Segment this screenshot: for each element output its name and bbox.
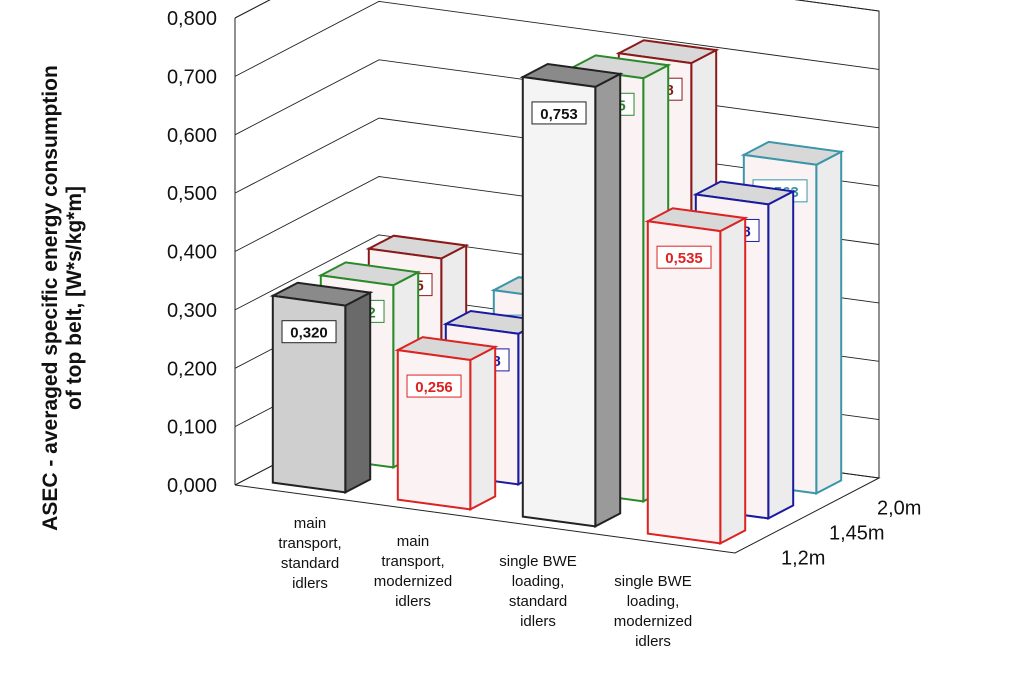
depth-label: 1,2m — [781, 548, 825, 570]
x-category-label-line: idlers — [292, 575, 328, 592]
y-tick-label: 0,600 — [167, 125, 217, 147]
x-category-label: main transport, standard idlers — [278, 515, 341, 592]
y-tick-label: 0,400 — [167, 242, 217, 264]
data-label: 0,753 — [540, 106, 578, 123]
bar: 0,320 — [269, 281, 374, 495]
x-category-label: single BWE loading, modernized idlers — [614, 573, 692, 650]
x-category-label: single BWE loading, standard idlers — [499, 553, 577, 630]
y-tick-label: 0,500 — [167, 183, 217, 205]
y-tick-labels: 0,000 0,100 0,200 0,300 0,400 0,500 0,600 0,700… — [167, 8, 217, 497]
x-category-label-line: main — [397, 533, 430, 550]
x-category-label-line: modernized — [614, 613, 692, 630]
x-category-label-line: standard — [509, 593, 567, 610]
depth-label: 1,45m — [829, 523, 885, 545]
bar-front-face — [271, 294, 347, 494]
x-category-label-line: idlers — [520, 613, 556, 630]
bar-side-face — [594, 72, 622, 529]
y-tick-label: 0,100 — [167, 417, 217, 439]
data-label: 0,320 — [290, 325, 328, 342]
bar-front-face — [396, 348, 472, 511]
x-category-label-line: standard — [281, 555, 339, 572]
data-label: 0,535 — [665, 250, 703, 267]
y-axis-title-wrap: ASEC - averaged specific energy consumpt… — [18, 8, 108, 588]
y-tick-label: 0,800 — [167, 8, 217, 30]
y-axis-title-line-1: ASEC - averaged specific energy consumpt… — [39, 65, 62, 531]
x-category-label-line: single BWE — [614, 573, 692, 590]
bar: 0,256 — [394, 336, 499, 512]
data-label: 0,256 — [415, 379, 453, 396]
bar: 0,535 — [644, 207, 749, 546]
gridline — [234, 0, 880, 19]
x-category-label-line: loading, — [627, 593, 680, 610]
data-label-box — [531, 101, 587, 125]
x-category-labels: main transport, standard idlers main transpor… — [278, 515, 692, 650]
x-category-label-line: transport, — [278, 535, 341, 552]
bar-front-face — [521, 75, 597, 528]
bar-side-face — [815, 150, 843, 496]
x-category-label-line: idlers — [395, 593, 431, 610]
bar-side-face — [767, 189, 795, 521]
depth-labels: 1,2m1,45m 2,0m — [781, 498, 921, 570]
y-tick-label: 0,300 — [167, 300, 217, 322]
y-tick-label: 0,200 — [167, 358, 217, 380]
data-label-box — [406, 374, 462, 398]
y-axis-title-line-2: of top belt, [W*s/kg*m] — [63, 186, 86, 410]
x-category-label-line: idlers — [635, 633, 671, 650]
gridline — [234, 0, 880, 77]
x-category-label-line: loading, — [512, 573, 565, 590]
bar-side-face — [344, 290, 372, 495]
x-category-label: main transport, modernized idlers — [374, 533, 452, 610]
x-category-label-line: modernized — [374, 573, 452, 590]
x-category-label-line: transport, — [381, 553, 444, 570]
x-category-label-line: main — [294, 515, 327, 532]
bar-front-face — [646, 220, 722, 545]
data-label-box — [281, 320, 337, 344]
depth-label: 2,0m — [877, 498, 921, 520]
bar-side-face — [719, 216, 747, 546]
x-category-label-line: single BWE — [499, 553, 577, 570]
bar: 0,753 — [519, 62, 624, 529]
chart-bars: 0,3150,2730,7080,5630,3120,2580,7250,538… — [269, 39, 845, 546]
bar-side-face — [469, 345, 497, 512]
y-tick-label: 0,700 — [167, 66, 217, 88]
y-axis-title: ASEC - averaged specific energy consumpt… — [39, 18, 87, 578]
data-label-box — [656, 245, 712, 269]
y-tick-label: 0,000 — [167, 475, 217, 497]
